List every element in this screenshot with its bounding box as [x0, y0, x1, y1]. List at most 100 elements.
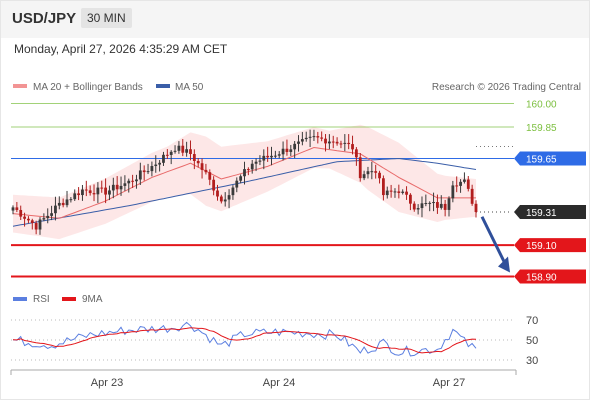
candle	[324, 134, 327, 152]
candle	[331, 135, 335, 149]
candle-body	[73, 193, 77, 200]
candle	[443, 199, 447, 217]
last-tag-bg	[514, 205, 586, 220]
candle-body	[57, 202, 61, 206]
candle	[254, 158, 258, 172]
candle	[439, 195, 443, 210]
candle	[246, 167, 250, 176]
candle	[77, 187, 80, 201]
candle	[393, 188, 397, 198]
candle	[216, 184, 219, 201]
candle	[316, 131, 320, 144]
ma50-legend-label: MA 50	[175, 82, 204, 93]
candle-body	[432, 202, 435, 204]
candle	[466, 176, 470, 192]
candle-body	[23, 216, 26, 219]
candle	[69, 197, 73, 203]
candle	[146, 163, 150, 175]
chart-header: USD/JPY 30 MIN	[1, 1, 589, 38]
candle-body	[374, 171, 378, 173]
candle-body	[416, 208, 420, 210]
timeframe-badge[interactable]: 30 MIN	[81, 8, 132, 28]
candle-body	[397, 191, 401, 193]
candle	[208, 169, 212, 186]
candle	[397, 184, 401, 199]
candlesticks	[11, 129, 478, 235]
candle	[343, 134, 347, 152]
candle-body	[351, 144, 354, 150]
candle	[104, 178, 107, 204]
candle	[370, 161, 374, 180]
candle-body	[370, 171, 374, 173]
candle	[451, 180, 455, 203]
candle	[42, 213, 46, 222]
support-2-tag: 158.90	[514, 269, 586, 284]
candle	[88, 185, 92, 196]
last-label: 159.31	[526, 208, 557, 219]
rsi-panel: 70 50 30	[11, 315, 538, 367]
candle-body	[146, 171, 150, 173]
candle	[258, 155, 262, 166]
candle	[212, 176, 216, 196]
candle	[223, 192, 227, 207]
candle-body	[181, 145, 185, 153]
candle	[34, 220, 38, 235]
support-1-tag: 159.10	[514, 238, 586, 253]
candle-body	[401, 191, 405, 193]
rsi-legend-swatch	[13, 297, 27, 301]
candle-body	[42, 218, 46, 220]
candle	[189, 140, 192, 161]
candle-body	[258, 160, 262, 162]
candle-body	[235, 180, 239, 188]
candle	[19, 205, 23, 221]
candle-body	[331, 141, 335, 143]
candle-body	[436, 202, 439, 208]
candle	[385, 186, 389, 199]
candle	[119, 176, 123, 196]
candle-body	[158, 162, 162, 165]
candle-body	[15, 207, 19, 210]
candle-body	[347, 142, 351, 145]
candle	[297, 135, 300, 152]
candle-body	[389, 190, 393, 192]
candle-body	[474, 203, 478, 213]
candle-body	[192, 154, 196, 161]
candle-body	[250, 163, 254, 170]
candle-body	[339, 143, 343, 145]
candle	[111, 177, 115, 199]
candle-body	[354, 149, 358, 158]
candle	[235, 177, 239, 193]
candle-body	[308, 136, 312, 138]
candle-body	[131, 180, 135, 182]
resistance-1-label: 159.85	[526, 123, 557, 134]
candle-body	[378, 172, 381, 179]
candle-body	[50, 213, 53, 216]
ma20-legend-swatch	[13, 84, 27, 88]
candle	[374, 164, 378, 179]
candle-body	[165, 154, 169, 156]
candle-body	[246, 169, 250, 171]
candle	[84, 180, 88, 197]
candle	[196, 158, 200, 168]
candle-body	[281, 148, 285, 155]
candle	[281, 141, 285, 161]
candle-body	[169, 151, 173, 155]
candle-body	[61, 202, 65, 206]
candle-body	[316, 136, 320, 138]
candle-body	[216, 190, 219, 197]
candle-body	[277, 154, 281, 156]
candle	[405, 186, 408, 200]
candle	[46, 208, 50, 224]
candle	[11, 205, 15, 215]
candle	[463, 172, 466, 184]
forecast-arrow-head	[498, 256, 510, 273]
candle	[351, 135, 354, 155]
candle-body	[300, 139, 304, 142]
candle-body	[196, 160, 200, 164]
candle	[420, 196, 424, 218]
candle-body	[239, 176, 243, 181]
candle	[362, 170, 366, 181]
candle	[312, 129, 316, 142]
candle	[57, 196, 61, 210]
rsi-legend-label: RSI	[33, 294, 50, 305]
